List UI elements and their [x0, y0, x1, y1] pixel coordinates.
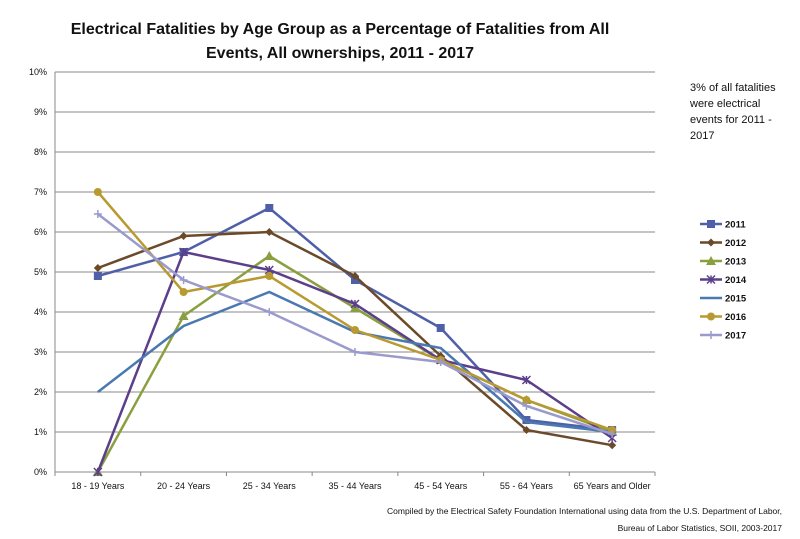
x-tick-label: 25 - 34 Years: [243, 481, 297, 491]
y-tick-label: 8%: [34, 147, 47, 157]
legend-label-2014: 2014: [725, 275, 747, 286]
data-point-2016: [179, 288, 188, 296]
series-line-2017: [97, 213, 613, 436]
legend-label-2012: 2012: [725, 238, 746, 249]
data-point-2012: [522, 426, 531, 434]
y-tick-label: 2%: [34, 387, 47, 397]
data-point-2014: [521, 375, 531, 385]
series-line-2014: [96, 250, 613, 473]
y-tick-label: 3%: [34, 347, 47, 357]
y-tick-label: 9%: [34, 107, 47, 117]
data-point-2017: [522, 402, 531, 410]
legend-marker-2011: [707, 220, 715, 228]
legend-marker-2016: [707, 312, 715, 321]
data-point-2016: [93, 188, 102, 196]
data-point-2014: [179, 247, 189, 257]
data-point-2017: [436, 358, 445, 366]
data-point-2014: [93, 467, 103, 477]
series-line-2015: [97, 290, 613, 434]
data-point-2012: [179, 232, 188, 240]
data-point-2013: [264, 251, 275, 260]
data-point-2012: [351, 272, 359, 280]
data-point-2011: [436, 324, 445, 332]
data-point-2017: [93, 210, 102, 218]
data-point-2014: [350, 299, 360, 309]
y-tick-label: 7%: [34, 187, 47, 197]
x-tick-label: 65 Years and Older: [574, 481, 651, 491]
y-tick-label: 10%: [29, 67, 47, 77]
data-point-2017: [179, 276, 188, 284]
x-tick-label: 20 - 24 Years: [157, 481, 211, 491]
y-tick-label: 1%: [34, 427, 47, 437]
y-tick-label: 0%: [34, 467, 47, 477]
data-point-2017: [265, 308, 274, 316]
y-tick-label: 4%: [34, 307, 47, 317]
data-point-2016: [265, 272, 274, 280]
x-tick-label: 18 - 19 Years: [71, 481, 125, 491]
x-tick-label: 55 - 64 Years: [500, 481, 554, 491]
data-point-2017: [608, 430, 617, 438]
data-point-2011: [93, 272, 102, 280]
legend-label-2016: 2016: [725, 312, 746, 323]
data-point-2011: [522, 416, 531, 424]
legend-label-2015: 2015: [725, 294, 747, 305]
data-point-2016: [351, 326, 359, 334]
legend-marker-2013: [706, 256, 716, 265]
chart-title: Electrical Fatalities by Age Group as a …: [70, 21, 610, 62]
series-line-2012: [97, 230, 613, 447]
source-note: Compiled by the Electrical Safety Founda…: [387, 503, 782, 537]
data-point-2012: [608, 441, 617, 450]
source-line-1: Compiled by the Electrical Safety Founda…: [387, 506, 782, 516]
data-point-2011: [265, 204, 274, 212]
y-tick-label: 5%: [34, 267, 47, 277]
x-tick-label: 45 - 54 Years: [414, 481, 468, 491]
data-point-2016: [522, 396, 531, 404]
legend-label-2013: 2013: [725, 257, 746, 268]
source-line-2: Bureau of Labor Statistics, SOII, 2003-2…: [617, 523, 782, 533]
x-tick-label: 35 - 44 Years: [328, 481, 382, 491]
annotation: 3% of all fatalities were electrical eve…: [690, 82, 776, 142]
series-line-2011: [97, 206, 613, 432]
data-point-2012: [265, 228, 274, 236]
data-point-2012: [93, 264, 102, 272]
y-tick-label: 6%: [34, 227, 47, 237]
legend-label-2011: 2011: [725, 220, 746, 231]
series-line-2013: [96, 254, 613, 473]
legend-marker-2014: [706, 274, 716, 285]
data-point-2013: [178, 311, 189, 320]
data-point-2017: [351, 348, 359, 356]
legend-marker-2012: [707, 238, 715, 247]
legend-marker-2017: [707, 331, 715, 339]
legend-label-2017: 2017: [725, 331, 746, 342]
